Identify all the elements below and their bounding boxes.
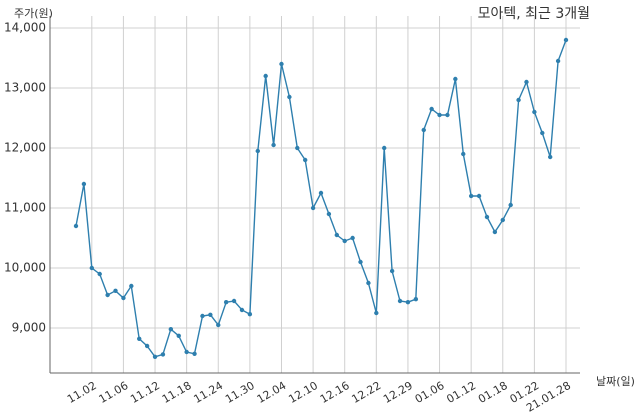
x-tick-label: 11.02 — [65, 379, 99, 406]
price-point — [389, 268, 395, 274]
x-tick-label: 11.24 — [191, 379, 225, 406]
price-point — [476, 193, 482, 199]
price-point — [81, 181, 87, 187]
price-point — [326, 211, 332, 217]
chart-title: 모아텍, 최근 3개월 — [478, 6, 590, 22]
price-point — [192, 351, 197, 356]
price-point — [421, 127, 426, 133]
price-point — [73, 223, 79, 229]
y-tick-label: 13,000 — [4, 81, 46, 95]
price-point — [176, 333, 181, 338]
price-point — [516, 97, 521, 103]
price-point — [524, 79, 529, 85]
price-point — [263, 73, 268, 79]
y-tick-label: 10,000 — [4, 261, 46, 275]
price-point — [184, 349, 189, 355]
price-point — [168, 327, 174, 332]
x-tick-label: 11.18 — [160, 379, 194, 406]
price-point — [508, 202, 513, 208]
price-point — [318, 190, 324, 196]
y-tick-label: 12,000 — [4, 141, 46, 155]
price-point — [334, 232, 340, 238]
y-tick-label: 9,000 — [12, 321, 46, 335]
x-tick-label: 12.04 — [255, 379, 289, 406]
price-point — [255, 148, 260, 154]
price-point — [445, 112, 450, 118]
x-axis-label: 날짜(일) — [596, 374, 635, 388]
price-point — [405, 300, 411, 305]
price-point — [397, 298, 403, 304]
price-point — [152, 354, 158, 359]
price-point — [350, 235, 355, 241]
price-point — [129, 283, 134, 289]
price-point — [492, 229, 498, 235]
price-point — [342, 238, 347, 244]
price-point — [555, 58, 561, 64]
price-point — [413, 297, 419, 302]
x-tick-label: 11.30 — [223, 379, 257, 406]
price-point — [374, 310, 379, 316]
price-point — [437, 112, 442, 118]
price-point — [208, 312, 213, 317]
price-point — [547, 154, 553, 160]
price-point — [144, 343, 150, 349]
price-point — [247, 312, 253, 317]
x-tick-label: 01.12 — [444, 379, 478, 406]
price-point — [97, 271, 102, 277]
price-point — [468, 193, 474, 199]
price-point — [461, 151, 466, 157]
price-point — [279, 61, 284, 67]
price-point — [271, 142, 276, 148]
price-point — [453, 76, 458, 82]
price-point — [223, 300, 229, 305]
price-point — [239, 307, 245, 313]
x-tick-label: 12.22 — [350, 379, 384, 406]
price-point — [500, 217, 505, 223]
x-tick-label: 11.12 — [128, 379, 162, 406]
price-point — [484, 214, 490, 220]
price-point — [429, 106, 434, 112]
x-tick-label: 01.18 — [476, 379, 510, 406]
price-point — [231, 298, 237, 304]
price-point — [89, 265, 95, 271]
x-tick-label: 12.10 — [286, 379, 320, 406]
price-point — [302, 157, 308, 163]
price-point — [358, 259, 363, 265]
x-tick-label: 11.06 — [97, 379, 131, 406]
price-point — [295, 145, 300, 151]
price-point — [105, 292, 110, 298]
price-point — [137, 336, 142, 341]
price-point — [382, 145, 387, 151]
x-tick-label: 12.16 — [318, 379, 352, 406]
price-point — [113, 288, 118, 293]
price-point — [160, 352, 166, 357]
price-point — [540, 130, 545, 136]
price-point — [287, 94, 292, 100]
price-point — [532, 109, 537, 115]
x-tick-label: 12.29 — [381, 379, 415, 406]
y-axis-label: 주가(원) — [14, 7, 53, 20]
price-point — [200, 313, 205, 319]
price-point — [366, 280, 371, 286]
price-point — [310, 205, 316, 211]
y-tick-label: 11,000 — [4, 201, 46, 215]
price-point — [563, 37, 569, 43]
price-point — [216, 322, 221, 328]
x-tick-label: 01.06 — [413, 379, 447, 406]
price-point — [121, 295, 126, 301]
y-tick-label: 14,000 — [4, 21, 46, 35]
